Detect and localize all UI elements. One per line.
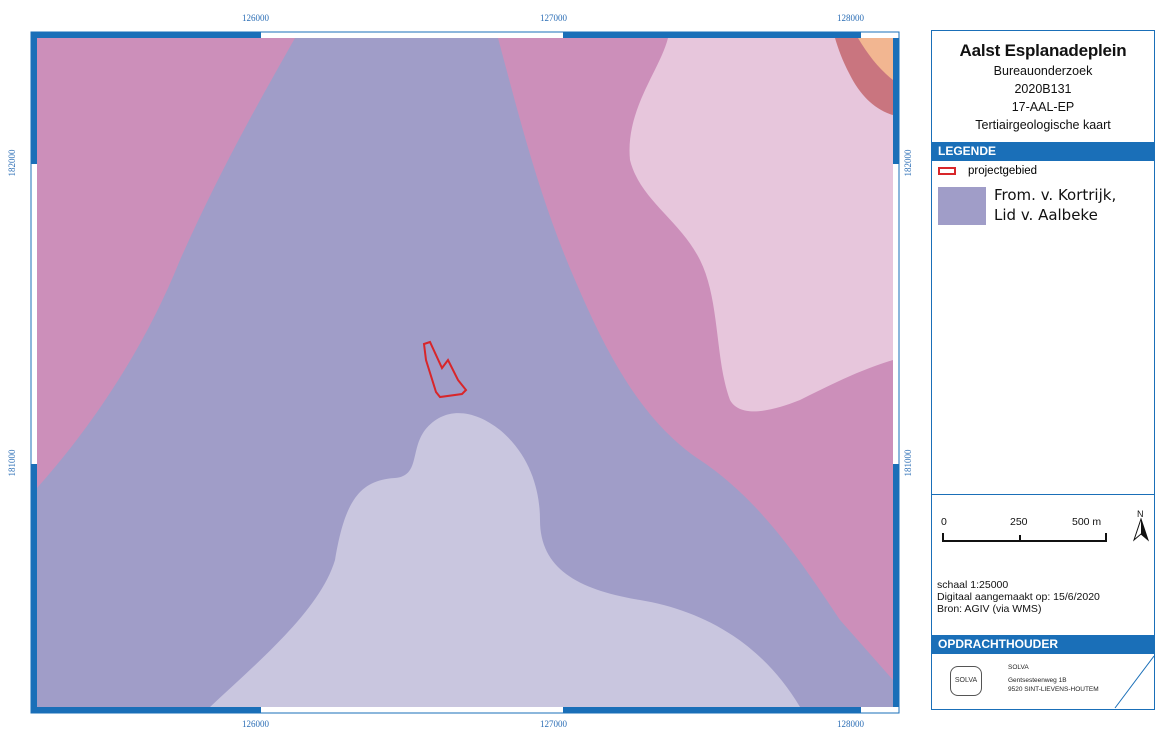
solva-logo: SOLVA — [950, 666, 982, 696]
top-tick-128000: 128000 — [837, 13, 864, 23]
company-block: SOLVA SOLVA Gentsesteenweg 1B 9520 SINT-… — [932, 654, 1154, 709]
company-address-2: 9520 SINT-LIEVENS-HOUTEM — [1008, 686, 1099, 693]
legend-unit-label-2: Lid v. Aalbeke — [994, 206, 1098, 224]
company-address-1: Gentsesteenweg 1B — [1008, 677, 1067, 684]
legend-unit-label-1: From. v. Kortrijk, — [994, 186, 1117, 204]
source-text: Bron: AGIV (via WMS) — [937, 603, 1042, 615]
scale-ratio: schaal 1:25000 — [937, 579, 1009, 591]
bottom-tick-127000: 127000 — [540, 719, 567, 729]
project-swatch-icon — [938, 167, 956, 175]
bottom-tick-128000: 128000 — [837, 719, 864, 729]
opdrachthouder-header: OPDRACHTHOUDER — [932, 635, 1154, 654]
orange-unit — [858, 38, 893, 80]
scale-label-250: 250 — [1010, 516, 1028, 528]
company-name: SOLVA — [1008, 664, 1029, 671]
bottom-tick-126000: 126000 — [242, 719, 269, 729]
subtitle-line-3: 17-AAL-EP — [1011, 100, 1075, 114]
map-frame-outer — [30, 31, 900, 714]
corner-accent — [1114, 655, 1154, 709]
light-pink-unit — [629, 38, 893, 412]
unit-swatch-icon — [938, 187, 986, 225]
light-purple-unit — [210, 413, 800, 707]
title-block: Aalst Esplanadeplein Bureauonderzoek 202… — [932, 41, 1154, 134]
purple-unit-kortrijk-aalbeke — [37, 38, 893, 707]
top-tick-126000: 126000 — [242, 13, 269, 23]
subtitle-line-1: Bureauonderzoek — [993, 64, 1093, 78]
logo-text: SOLVA — [954, 677, 978, 684]
map-info-panel: Aalst Esplanadeplein Bureauonderzoek 202… — [931, 30, 1155, 710]
map-view[interactable] — [0, 0, 930, 731]
north-label: N — [1137, 509, 1144, 519]
creation-date: Digitaal aangemaakt op: 15/6/2020 — [937, 591, 1100, 603]
scale-section: 0 250 500 m N schaal 1:25000 Digitaal aa… — [932, 494, 1154, 635]
scale-bar — [942, 533, 1107, 542]
legend-item-unit: From. v. Kortrijk, Lid v. Aalbeke — [938, 185, 1154, 225]
scale-label-0: 0 — [941, 516, 947, 528]
legend-project-label: projectgebied — [968, 165, 1038, 177]
legend-item-project: projectgebied — [938, 165, 1154, 177]
subtitle-line-2: 2020B131 — [1014, 82, 1072, 96]
project-area-outline[interactable] — [422, 340, 468, 399]
map-title: Aalst Esplanadeplein — [959, 41, 1127, 60]
top-tick-127000: 127000 — [540, 13, 567, 23]
map-frame-bars — [31, 32, 899, 713]
scale-label-500: 500 m — [1072, 516, 1102, 528]
legend-header: LEGENDE — [932, 142, 1154, 161]
subtitle-line-4: Tertiairgeologische kaart — [975, 118, 1111, 132]
north-arrow-icon — [1133, 518, 1149, 542]
